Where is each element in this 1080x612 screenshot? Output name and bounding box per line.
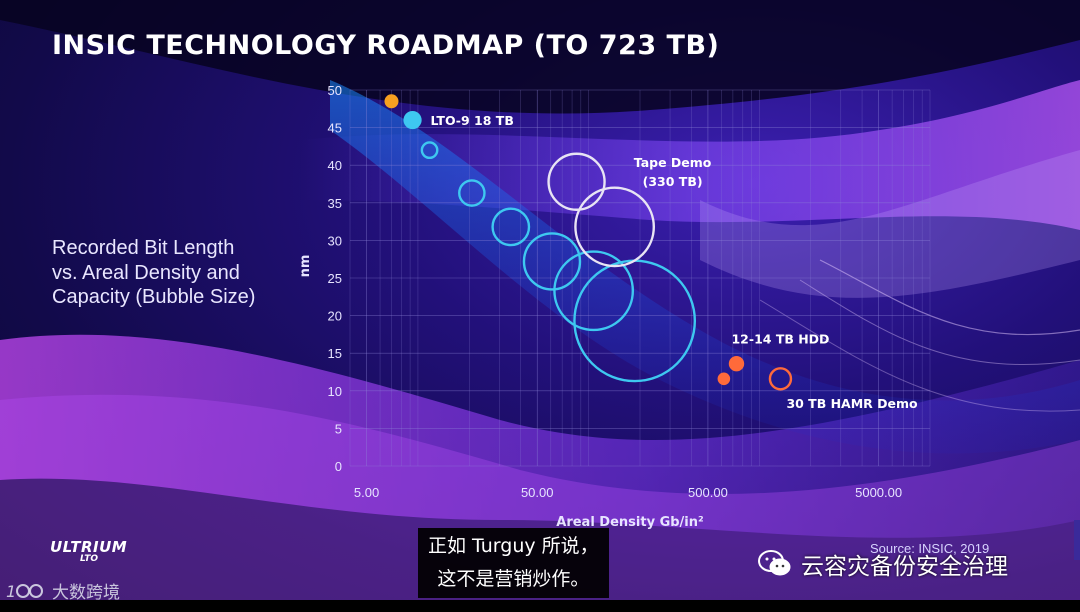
- bubble: [403, 110, 422, 130]
- bubble-label: LTO-9 18 TB: [431, 113, 514, 128]
- wechat-account-name: 云容灾备份安全治理: [801, 554, 1008, 580]
- bubble: [574, 186, 656, 268]
- bubble-label: 12-14 TB HDD: [731, 332, 829, 347]
- edge-decoration: [1074, 520, 1080, 560]
- y-tick-label: 40: [328, 158, 342, 173]
- bubble: [491, 207, 531, 247]
- x-tick-label: 500.00: [688, 485, 728, 500]
- source-note: Source: INSIC, 2019: [870, 541, 990, 556]
- bubble: [573, 259, 697, 383]
- wechat-icon: [758, 550, 791, 576]
- logo-text: ULTRIUM: [50, 538, 128, 556]
- subtitle-line: Recorded Bit Length: [52, 237, 235, 259]
- wechat-account: 云容灾备份安全治理: [757, 547, 1008, 581]
- x-axis-label: Areal Density Gb/in²: [556, 515, 703, 530]
- logo-subtext: LTO: [80, 554, 99, 564]
- 100-logo-icon: 1: [6, 582, 43, 601]
- watermark-text: 大数跨境: [52, 583, 120, 603]
- caption-line: 这不是营销炒作。: [437, 568, 590, 590]
- y-tick-label: 50: [328, 83, 342, 98]
- subtitle-line: Capacity (Bubble Size): [52, 286, 256, 308]
- bubble-label: 30 TB HAMR Demo: [786, 396, 918, 411]
- y-axis-label: nm: [298, 255, 313, 278]
- y-tick-label: 30: [328, 233, 342, 248]
- y-tick-label: 25: [328, 271, 342, 286]
- x-tick-label: 50.00: [521, 485, 554, 500]
- bubble: [547, 152, 606, 211]
- y-axis-ticks: 0 5 10 15 20 25 30 35 40 45 50: [328, 83, 342, 474]
- y-tick-label: 20: [328, 309, 342, 324]
- y-tick-label: 10: [328, 384, 342, 399]
- chart-subtitle: Recorded Bit Length vs. Areal Density an…: [52, 236, 292, 310]
- site-watermark: 1 大数跨境: [6, 578, 120, 604]
- y-tick-label: 5: [335, 421, 342, 436]
- y-tick-label: 15: [328, 346, 342, 361]
- point-labels: LTO-9 18 TB Tape Demo (330 TB) 12-14 TB HDD…: [431, 113, 918, 411]
- bubble: [522, 232, 582, 291]
- bubble: [458, 179, 486, 207]
- y-tick-label: 45: [328, 121, 342, 136]
- video-caption: 正如 Turguy 所说， 这不是营销炒作。: [418, 528, 609, 598]
- subtitle-line: vs. Areal Density and: [52, 261, 240, 284]
- bubbles: [384, 94, 793, 391]
- ultrium-logo: ULTRIUM LTO: [50, 538, 127, 564]
- bubble: [768, 367, 793, 391]
- x-axis-ticks: 5.00 50.00 500.00 5000.00: [354, 485, 902, 500]
- bubble: [728, 356, 745, 372]
- letterbox-bar: [0, 600, 1080, 612]
- chart-title: INSIC TECHNOLOGY ROADMAP (TO 723 TB): [52, 30, 720, 61]
- bubble-label: Tape Demo: [634, 155, 712, 170]
- bubble: [717, 372, 731, 386]
- y-tick-label: 35: [328, 196, 342, 211]
- bubble-label: (330 TB): [643, 174, 703, 189]
- chart-grid: [349, 89, 931, 467]
- y-tick-label: 0: [335, 459, 342, 474]
- bubble: [553, 250, 635, 332]
- x-tick-label: 5.00: [354, 485, 379, 500]
- bubble: [384, 94, 399, 109]
- svg-text:1: 1: [6, 582, 16, 601]
- bubble: [420, 141, 439, 160]
- x-tick-label: 5000.00: [855, 485, 902, 500]
- caption-line: 正如 Turguy 所说，: [428, 535, 599, 557]
